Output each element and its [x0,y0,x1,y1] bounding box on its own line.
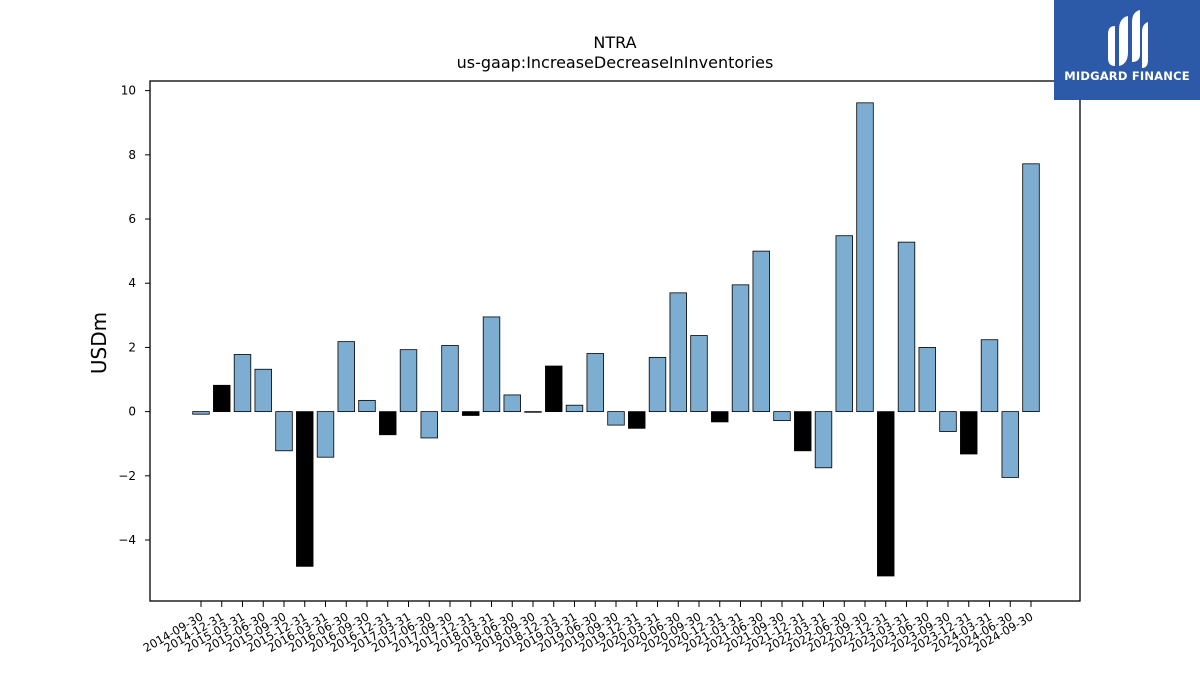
bar-2015-06-30 [254,368,272,413]
y-tick-label: 10 [121,84,136,98]
bar-2017-12-31 [462,411,480,416]
bar-2020-06-30 [669,292,687,413]
bar-2019-12-31 [628,411,646,429]
bar-2021-09-30 [773,411,791,422]
bar-2018-06-30 [503,394,521,413]
bar-2019-03-31 [565,404,584,413]
bar-2016-09-30 [358,399,376,413]
bar-2020-12-31 [711,411,729,423]
bar-2017-09-30 [441,345,459,413]
bar-2018-09-30 [524,411,542,413]
bar-2014-12-31 [213,384,231,413]
bar-2022-12-31 [877,411,895,577]
bar-2015-12-31 [296,411,314,567]
plot-frame [149,80,1081,602]
bar-2015-03-31 [233,354,252,413]
brand-name: MIDGARD FINANCE [1064,69,1190,83]
bars-group [192,102,1040,577]
bar-2022-06-30 [835,235,853,413]
bar-2020-03-31 [648,356,667,413]
bar-2021-03-31 [731,284,750,413]
y-axis: 10 8 6 4 2 0 −2 −4 [118,84,150,547]
bar-2017-03-31 [399,349,418,413]
bar-2022-03-31 [814,411,833,469]
bar-2024-09-30 [1022,163,1040,413]
y-tick-label: −4 [118,533,136,547]
bar-2017-06-30 [420,411,438,439]
bar-2018-12-31 [545,365,563,413]
bar-2022-09-30 [856,102,874,413]
bar-2015-09-30 [275,411,293,452]
chart-subtitle: us-gaap:IncreaseDecreaseInInventories [457,53,774,72]
chart-title: NTRA [593,33,636,52]
y-tick-label: 2 [128,340,136,354]
bar-2019-06-30 [586,353,604,413]
x-axis: 2014-09-302014-12-312015-03-312015-06-30… [141,601,1036,655]
bar-2023-12-31 [960,411,978,455]
bar-2019-09-30 [607,411,625,426]
bar-2021-12-31 [794,411,812,452]
y-tick-label: 6 [128,212,136,226]
bar-2023-09-30 [939,411,957,432]
bar-2024-06-30 [1001,411,1019,478]
bar-2021-06-30 [752,250,770,413]
bar-2014-09-30 [192,411,210,415]
bar-2023-03-31 [897,241,916,413]
bar-2016-03-31 [316,411,335,458]
bar-2016-12-31 [379,411,397,436]
bar-2020-09-30 [690,335,708,413]
bar-2016-06-30 [337,341,355,413]
bar-2023-06-30 [918,347,936,413]
bar-2024-03-31 [980,339,999,413]
y-tick-label: 4 [128,276,136,290]
y-tick-label: −2 [118,469,136,483]
y-tick-label: 0 [128,405,136,419]
y-axis-label: USDm [87,312,111,374]
midgard-logo-icon [1108,10,1148,68]
brand-logo: MIDGARD FINANCE [1054,0,1200,100]
y-tick-label: 8 [128,148,136,162]
bar-2018-03-31 [482,316,501,413]
